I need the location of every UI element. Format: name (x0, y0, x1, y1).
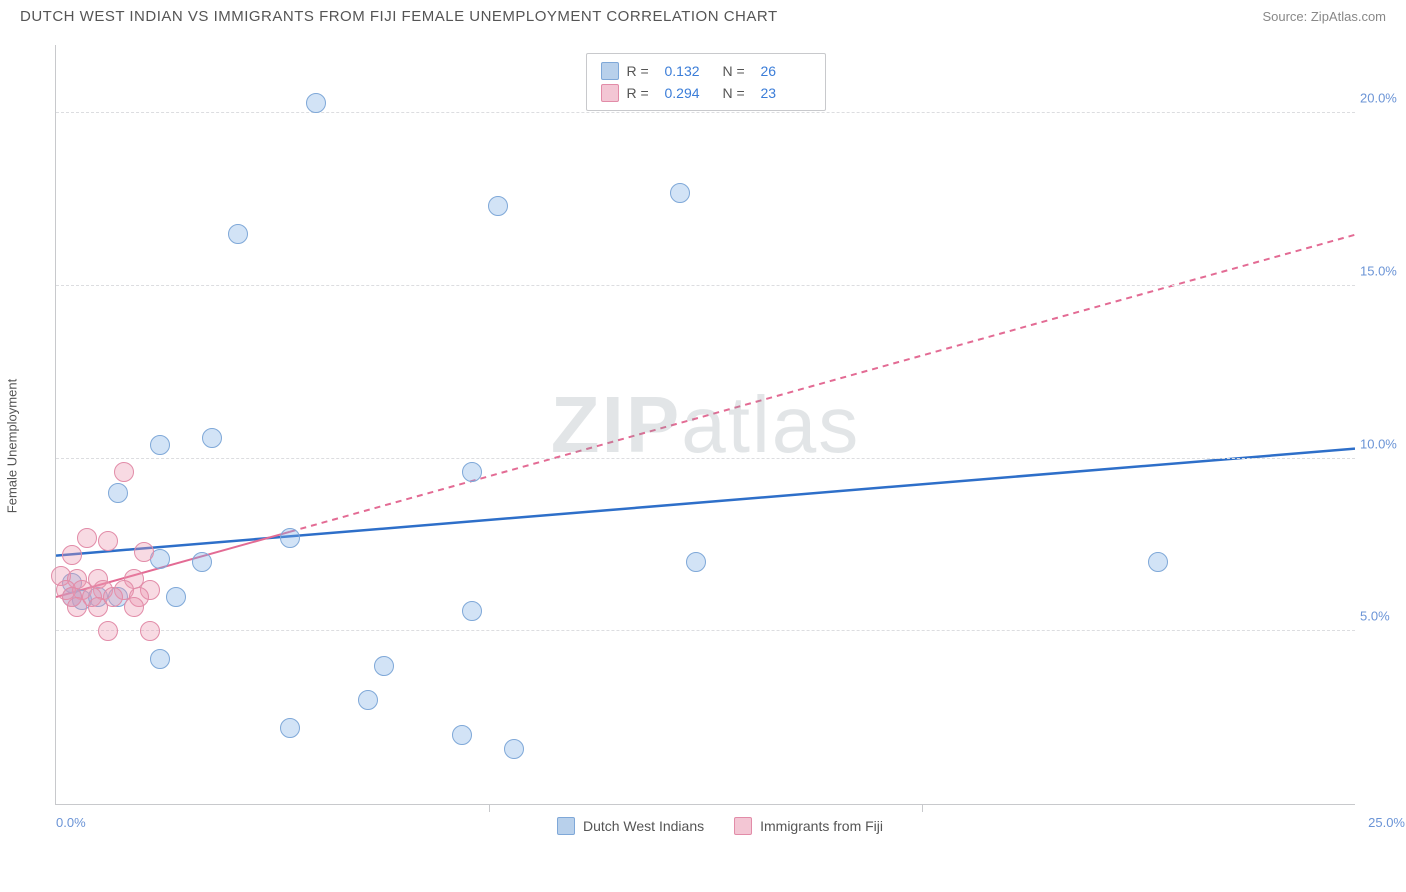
watermark-bold: ZIP (551, 380, 681, 469)
scatter-point (686, 552, 706, 572)
scatter-point (88, 597, 108, 617)
y-tick-label: 15.0% (1360, 263, 1405, 278)
gridline (56, 112, 1355, 113)
n-value: 26 (761, 63, 811, 79)
legend-label: Immigrants from Fiji (760, 818, 883, 834)
scatter-point (280, 528, 300, 548)
gridline (56, 630, 1355, 631)
scatter-point (192, 552, 212, 572)
scatter-point (504, 739, 524, 759)
scatter-point (1148, 552, 1168, 572)
x-tick (489, 804, 490, 812)
n-label: N = (723, 85, 753, 101)
y-axis-label: Female Unemployment (5, 379, 20, 513)
x-tick (922, 804, 923, 812)
legend-label: Dutch West Indians (583, 818, 704, 834)
chart-container: ZIPatlas R =0.132N =26R =0.294N =23 0.0%… (55, 45, 1385, 835)
legend-stat-row: R = 0.294 N = 23 (601, 82, 811, 104)
legend-bottom: Dutch West Indians Immigrants from Fiji (55, 817, 1385, 835)
scatter-point (306, 93, 326, 113)
legend-swatch (601, 84, 619, 102)
scatter-point (488, 196, 508, 216)
scatter-point (670, 183, 690, 203)
y-tick-label: 10.0% (1360, 436, 1405, 451)
trend-lines (56, 45, 1355, 804)
legend-item: Immigrants from Fiji (734, 817, 883, 835)
scatter-point (108, 483, 128, 503)
scatter-point (150, 435, 170, 455)
r-value: 0.132 (665, 63, 715, 79)
scatter-point (374, 656, 394, 676)
y-tick-label: 20.0% (1360, 91, 1405, 106)
n-label: N = (723, 63, 753, 79)
legend-swatch (601, 62, 619, 80)
plot-area: ZIPatlas R =0.132N =26R =0.294N =23 0.0%… (55, 45, 1355, 805)
scatter-point (150, 649, 170, 669)
scatter-point (280, 718, 300, 738)
scatter-point (67, 597, 87, 617)
chart-title: DUTCH WEST INDIAN VS IMMIGRANTS FROM FIJ… (20, 8, 778, 25)
scatter-point (452, 725, 472, 745)
scatter-point (202, 428, 222, 448)
scatter-point (358, 690, 378, 710)
legend-stat-row: R = 0.132 N = 26 (601, 60, 811, 82)
legend-stats: R = 0.132 N = 26 R = 0.294 N = 23 (586, 53, 826, 111)
gridline (56, 285, 1355, 286)
r-value: 0.294 (665, 85, 715, 101)
legend-item: Dutch West Indians (557, 817, 704, 835)
scatter-point (462, 601, 482, 621)
r-label: R = (627, 63, 657, 79)
gridline (56, 458, 1355, 459)
source-label: Source: ZipAtlas.com (1262, 9, 1386, 24)
r-label: R = (627, 85, 657, 101)
scatter-point (228, 224, 248, 244)
scatter-point (62, 545, 82, 565)
legend-swatch (557, 817, 575, 835)
scatter-point (140, 621, 160, 641)
scatter-point (98, 531, 118, 551)
scatter-point (124, 597, 144, 617)
scatter-point (77, 528, 97, 548)
scatter-point (166, 587, 186, 607)
scatter-point (462, 462, 482, 482)
scatter-point (98, 621, 118, 641)
legend-swatch (734, 817, 752, 835)
watermark-light: atlas (681, 380, 860, 469)
scatter-point (114, 462, 134, 482)
y-tick-label: 5.0% (1360, 609, 1405, 624)
scatter-point (134, 542, 154, 562)
n-value: 23 (761, 85, 811, 101)
